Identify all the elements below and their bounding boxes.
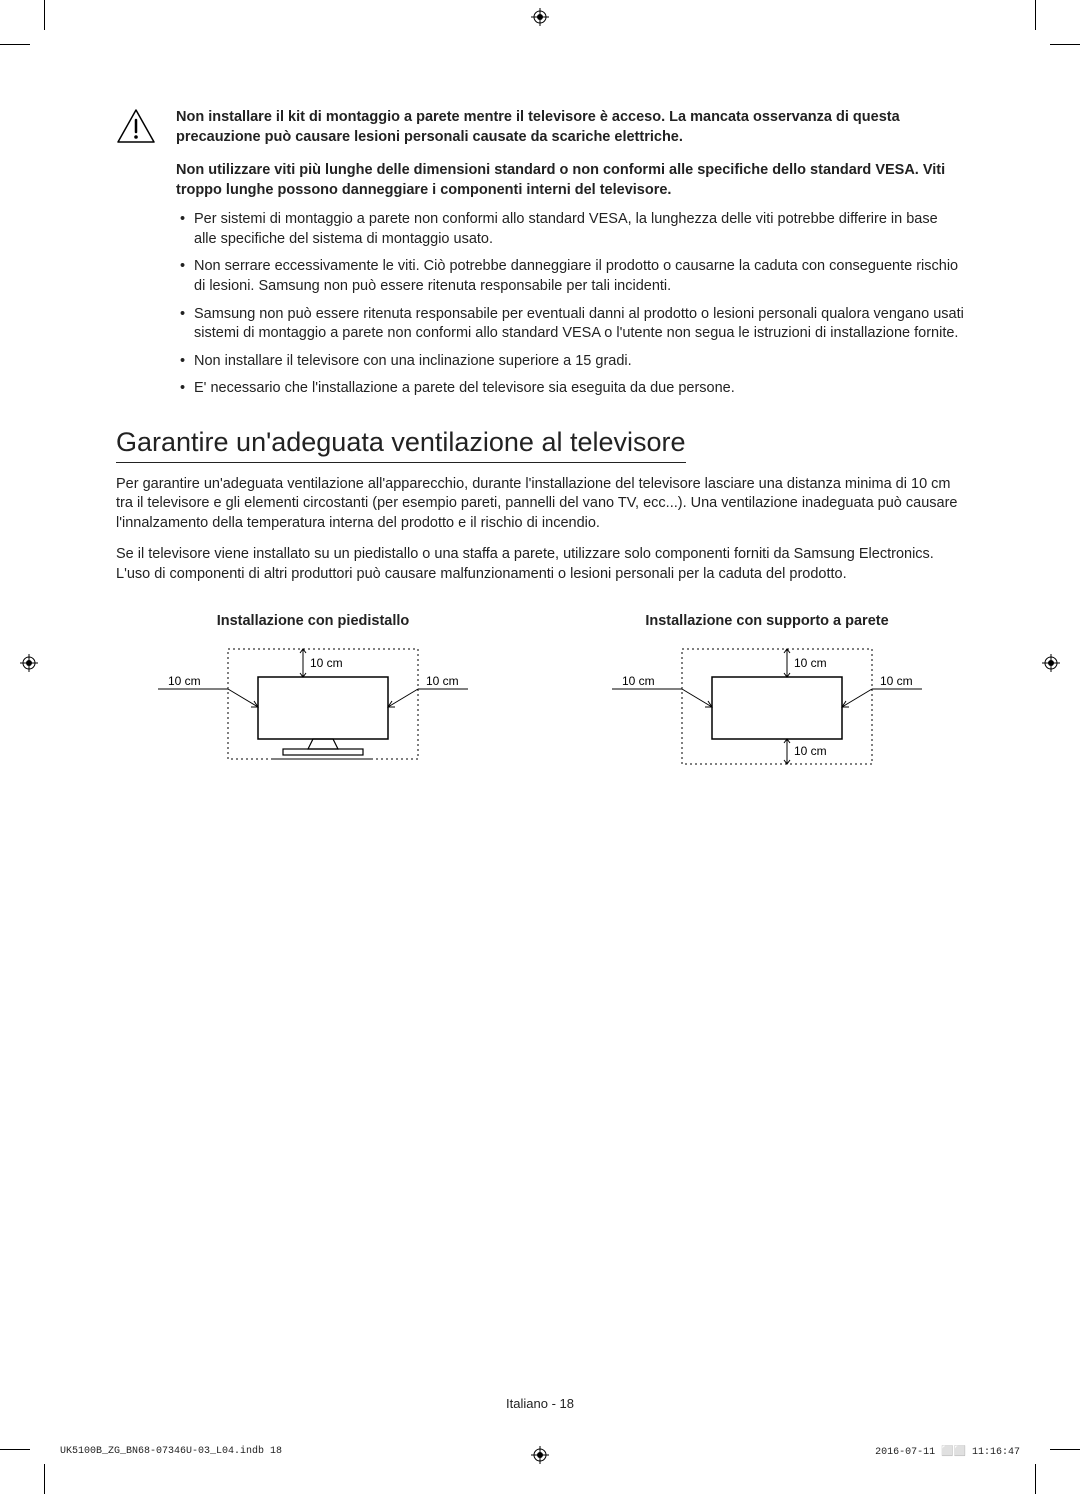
diagram-row: Installazione con piedistallo 10 cm bbox=[116, 613, 964, 774]
dim-label: 10 cm bbox=[426, 674, 459, 688]
dim-label: 10 cm bbox=[168, 674, 201, 688]
wallmount-diagram: 10 cm 10 cm 10 cm 10 cm bbox=[602, 639, 932, 769]
caution-icon bbox=[116, 108, 156, 399]
dim-label: 10 cm bbox=[880, 674, 913, 688]
warning-text-1: Non installare il kit di montaggio a par… bbox=[176, 108, 964, 147]
print-footer-left: UK5100B_ZG_BN68-07346U-03_L04.indb 18 bbox=[60, 1446, 282, 1458]
list-item: E' necessario che l'installazione a pare… bbox=[176, 379, 964, 399]
warning-block: Non installare il kit di montaggio a par… bbox=[116, 108, 964, 399]
body-paragraph: Se il televisore viene installato su un … bbox=[116, 545, 964, 584]
registration-mark-icon bbox=[531, 8, 549, 26]
dim-label: 10 cm bbox=[794, 744, 827, 758]
dim-label: 10 cm bbox=[622, 674, 655, 688]
list-item: Per sistemi di montaggio a parete non co… bbox=[176, 210, 964, 249]
list-item: Non installare il televisore con una inc… bbox=[176, 352, 964, 372]
print-footer: UK5100B_ZG_BN68-07346U-03_L04.indb 18 20… bbox=[60, 1446, 1020, 1458]
warning-body: Non installare il kit di montaggio a par… bbox=[176, 108, 964, 399]
crop-mark bbox=[44, 1464, 45, 1494]
diagram-title: Installazione con piedistallo bbox=[116, 613, 510, 629]
print-footer-right: 2016-07-11 ⬜⬜ 11:16:47 bbox=[875, 1446, 1020, 1458]
registration-mark-icon bbox=[1042, 654, 1060, 672]
crop-mark bbox=[1050, 1449, 1080, 1450]
crop-mark bbox=[44, 0, 45, 30]
list-item: Samsung non può essere ritenuta responsa… bbox=[176, 305, 964, 344]
warning-text-2: Non utilizzare viti più lunghe delle dim… bbox=[176, 161, 964, 200]
page-content: Non installare il kit di montaggio a par… bbox=[116, 108, 964, 774]
page-footer: Italiano - 18 bbox=[0, 1396, 1080, 1411]
diagram-title: Installazione con supporto a parete bbox=[570, 613, 964, 629]
diagram-pedestal: Installazione con piedistallo 10 cm bbox=[116, 613, 510, 774]
registration-mark-icon bbox=[20, 654, 38, 672]
crop-mark bbox=[1035, 0, 1036, 30]
list-item: Non serrare eccessivamente le viti. Ciò … bbox=[176, 257, 964, 296]
section-title: Garantire un'adeguata ventilazione al te… bbox=[116, 427, 686, 463]
dim-label: 10 cm bbox=[310, 656, 343, 670]
pedestal-diagram: 10 cm 10 cm 10 cm bbox=[148, 639, 478, 769]
crop-mark bbox=[1035, 1464, 1036, 1494]
body-paragraph: Per garantire un'adeguata ventilazione a… bbox=[116, 475, 964, 534]
crop-mark bbox=[1050, 44, 1080, 45]
dim-label: 10 cm bbox=[794, 656, 827, 670]
crop-mark bbox=[0, 44, 30, 45]
warning-list: Per sistemi di montaggio a parete non co… bbox=[176, 210, 964, 399]
crop-mark bbox=[0, 1449, 30, 1450]
diagram-wallmount: Installazione con supporto a parete 10 c… bbox=[570, 613, 964, 774]
